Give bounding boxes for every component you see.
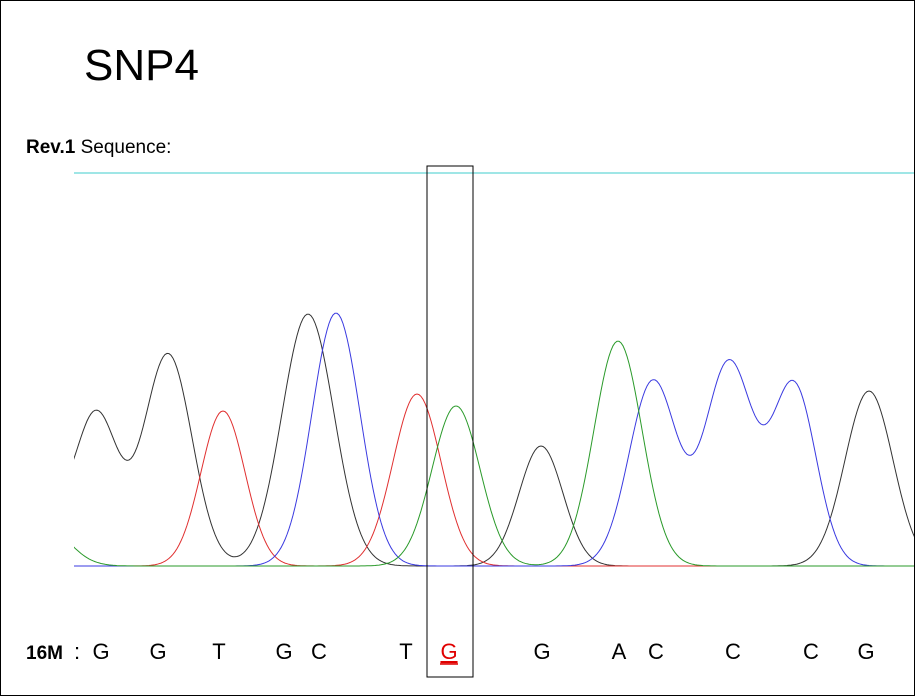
base: G [275, 639, 292, 664]
base: G [149, 639, 166, 664]
snp-box [427, 166, 473, 677]
sample-label: 16M [26, 643, 63, 664]
base: C [725, 639, 741, 664]
trace [61, 313, 914, 566]
trace [61, 314, 914, 566]
slide: SNP4 Rev.1 Sequence: 16M : GGTGCTGGACCCG [0, 0, 915, 696]
separator: : [74, 639, 80, 664]
base: G [533, 639, 550, 664]
base: G [92, 639, 109, 664]
base: C [648, 639, 664, 664]
base: T [399, 639, 412, 664]
chromatogram: 16M : GGTGCTGGACCCG [1, 1, 914, 695]
base: G [857, 639, 874, 664]
base: C [803, 639, 819, 664]
base: A [612, 639, 627, 664]
base: T [212, 639, 225, 664]
traces [61, 313, 914, 566]
base: C [311, 639, 327, 664]
base: G [440, 639, 457, 664]
trace [61, 341, 914, 566]
